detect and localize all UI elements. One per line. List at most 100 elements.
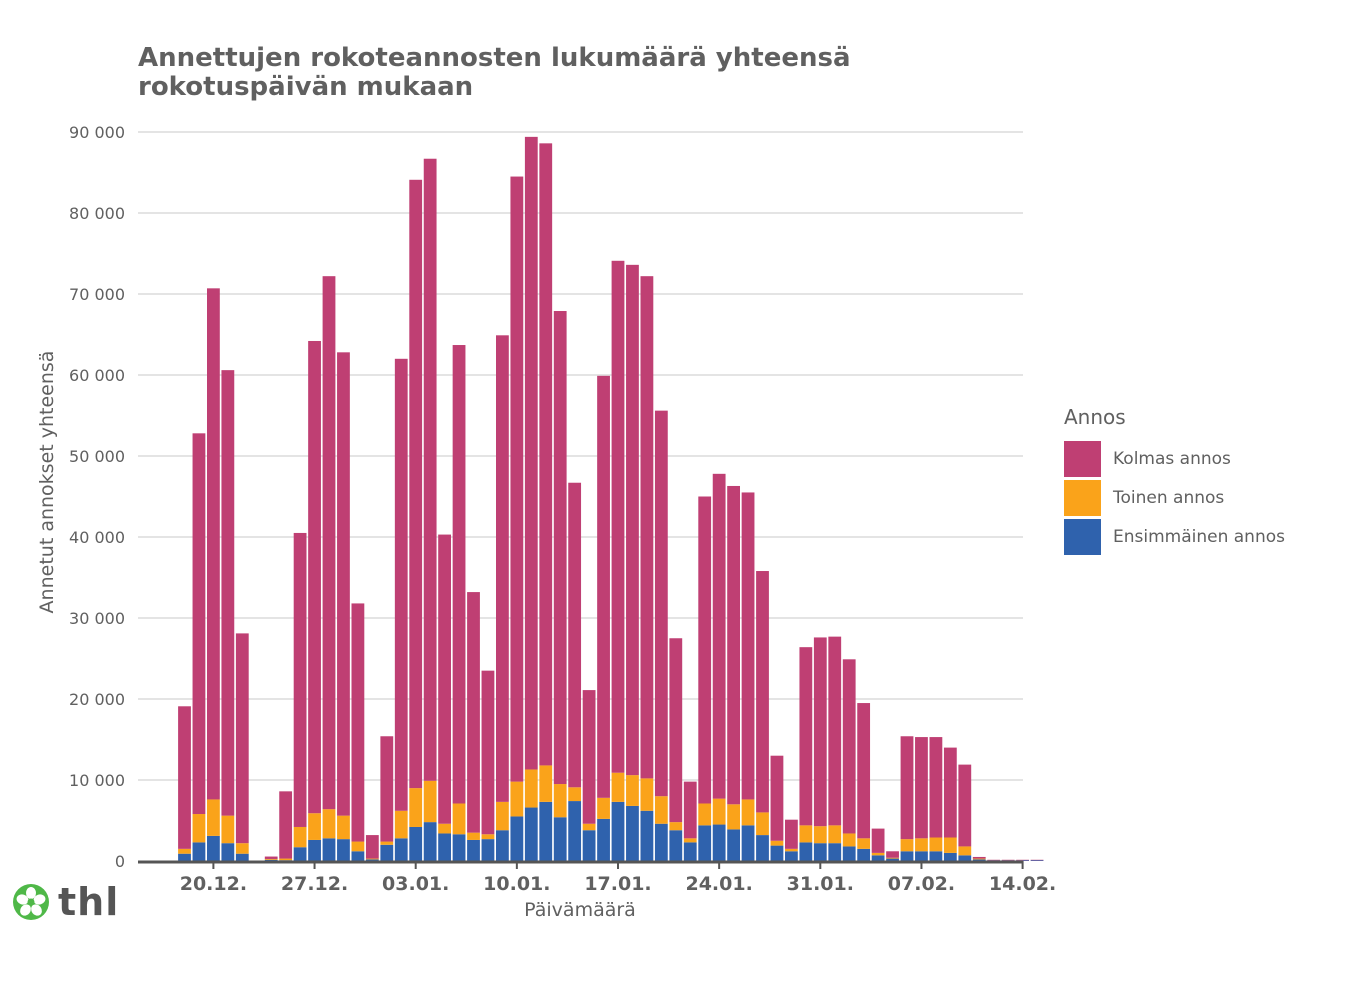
bar-kolmas	[654, 410, 668, 797]
bar-ensimmainen	[943, 852, 957, 861]
y-tick-label: 70 000	[69, 285, 125, 304]
legend-label-ensimmainen: Ensimmäinen annos	[1113, 527, 1285, 547]
flower-icon	[13, 884, 49, 920]
bar-toinen	[351, 841, 365, 852]
bar-kolmas	[568, 482, 582, 788]
y-tick-label: 50 000	[69, 447, 125, 466]
x-tick-label: 14.02.	[989, 873, 1056, 895]
y-tick-label: 90 000	[69, 123, 125, 142]
y-tick-label: 30 000	[69, 609, 125, 628]
bar-toinen	[669, 822, 683, 831]
bar-ensimmainen	[727, 829, 740, 861]
bar-kolmas	[871, 828, 885, 853]
bar-ensimmainen	[785, 851, 798, 861]
bar-toinen	[915, 838, 928, 852]
bar-ensimmainen	[799, 842, 813, 861]
bar-kolmas	[712, 473, 726, 799]
bar-toinen	[178, 848, 191, 854]
bar-ensimmainen	[568, 801, 582, 861]
chart-title-line-2: rokotuspäivän mukaan	[138, 72, 474, 102]
bar-ensimmainen	[510, 816, 524, 861]
bar-kolmas	[813, 637, 827, 827]
bar-toinen	[654, 796, 668, 824]
bar-kolmas	[770, 755, 784, 841]
legend: Annos Kolmas annos Toinen annos Ensimmäi…	[1064, 405, 1285, 558]
y-tick-label: 0	[115, 852, 125, 871]
chart-title-line-1: Annettujen rokoteannosten lukumäärä yhte…	[138, 43, 851, 73]
bar-ensimmainen	[496, 830, 509, 861]
bar-kolmas	[799, 647, 813, 826]
bar-toinen	[221, 815, 235, 844]
y-tick-label: 60 000	[69, 366, 125, 385]
bar-kolmas	[235, 633, 249, 844]
bar-ensimmainen	[553, 817, 567, 861]
bar-ensimmainen	[900, 851, 914, 861]
bar-kolmas	[207, 288, 220, 800]
bar-ensimmainen	[597, 818, 610, 861]
y-axis-tick-labels: 0 10 000 20 000 30 000 40 000 50 000 60 000 70 …	[69, 123, 125, 871]
bar-ensimmainen	[640, 810, 654, 861]
legend-swatch-kolmas	[1064, 441, 1101, 477]
y-axis-label: Annetut annokset yhteensä	[36, 351, 58, 614]
bar-toinen	[582, 823, 596, 831]
x-axis-ticks: 20.12. 27.12. 03.01. 10.01. 17.01. 24.01. 31.0…	[180, 861, 1056, 895]
bar-ensimmainen	[308, 839, 321, 861]
bar-toinen	[813, 826, 827, 844]
bar-ensimmainen	[380, 844, 394, 861]
bar-toinen	[524, 769, 538, 808]
bar-ensimmainen	[293, 847, 307, 861]
bar-toinen	[611, 772, 625, 802]
bar-toinen	[842, 833, 856, 847]
bar-ensimmainen	[539, 801, 553, 861]
bar-kolmas	[943, 747, 957, 838]
legend-title: Annos	[1064, 405, 1126, 429]
bar-kolmas	[929, 737, 943, 838]
bar-kolmas	[351, 603, 365, 842]
x-tick-label: 20.12.	[180, 873, 247, 895]
legend-swatch-ensimmainen	[1064, 519, 1101, 555]
bar-ensimmainen	[235, 853, 249, 861]
bar-kolmas	[611, 260, 625, 773]
bar-ensimmainen	[192, 842, 206, 861]
bar-toinen	[337, 815, 350, 840]
thl-logo: thl	[12, 880, 119, 924]
bar-kolmas	[452, 345, 466, 804]
bar-kolmas	[524, 136, 538, 770]
bar-kolmas	[264, 856, 278, 859]
bar-toinen	[481, 834, 495, 840]
logo-text: thl	[58, 880, 120, 924]
bar-ensimmainen	[337, 839, 350, 861]
bar-toinen	[409, 788, 423, 827]
bar-kolmas	[972, 856, 986, 859]
bars	[178, 136, 1044, 861]
bar-ensimmainen	[770, 845, 784, 861]
bar-kolmas	[365, 835, 379, 859]
bar-kolmas	[308, 340, 321, 814]
bar-toinen	[192, 814, 206, 843]
bar-kolmas	[756, 571, 769, 813]
y-tick-label: 10 000	[69, 771, 125, 790]
bar-toinen	[828, 825, 842, 844]
legend-swatch-toinen	[1064, 480, 1101, 516]
bar-toinen	[900, 839, 914, 852]
bar-ensimmainen	[958, 855, 972, 861]
bar-toinen	[770, 840, 784, 846]
bar-kolmas	[380, 736, 394, 842]
bar-kolmas	[669, 638, 683, 823]
bar-ensimmainen	[264, 859, 278, 861]
bar-kolmas	[423, 158, 437, 781]
bar-toinen	[958, 846, 972, 856]
bar-kolmas	[857, 703, 871, 839]
bar-toinen	[698, 803, 712, 826]
bar-ensimmainen	[394, 838, 408, 861]
bar-toinen	[207, 799, 220, 836]
legend-label-toinen: Toinen annos	[1113, 488, 1225, 508]
x-tick-label: 17.01.	[584, 873, 651, 895]
bar-kolmas	[1016, 859, 1029, 861]
bar-kolmas	[597, 375, 610, 798]
bar-kolmas	[438, 534, 451, 824]
bar-kolmas	[915, 737, 928, 839]
bar-ensimmainen	[813, 843, 827, 861]
bar-kolmas	[553, 311, 567, 785]
bar-ensimmainen	[857, 848, 871, 861]
